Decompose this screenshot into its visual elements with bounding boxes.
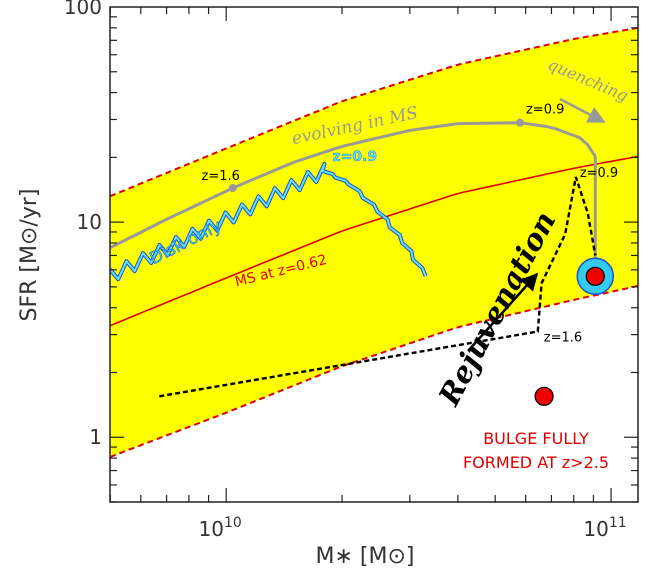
ms-band (110, 27, 638, 457)
rejuvenation-arrow (467, 272, 539, 352)
y-tick-label: 1 (89, 425, 102, 449)
galaxy-point (585, 266, 605, 286)
galaxy-point (534, 386, 554, 406)
x-tick-label: 1010 (199, 515, 242, 541)
marker-label: z=0.9 (332, 149, 377, 165)
marker-label: z=0.9 (526, 103, 564, 118)
bulge-label-line2: FORMED AT z>2.5 (463, 453, 609, 472)
y-axis-label: SFR [M⊙/yr] (17, 189, 42, 322)
x-axis-label: M∗ [M⊙] (316, 544, 415, 569)
y-tick-label: 10 (77, 210, 102, 234)
plot-frame (109, 6, 639, 503)
bulge-rejuvenation-track (159, 176, 597, 398)
track-marker (515, 118, 524, 127)
marker-label: z=0.9 (580, 166, 618, 181)
x-tick-label: 1011 (583, 515, 626, 541)
marker-label: z=1.6 (202, 169, 240, 184)
band-upper-edge (110, 26, 638, 198)
marker-label: z=1.6 (544, 331, 582, 346)
ms-z062-line (110, 155, 638, 327)
disk-only-track (110, 162, 427, 281)
band-lower-edge (110, 284, 638, 458)
track-marker (228, 184, 237, 193)
bulge-label-line1: BULGE FULLY (483, 429, 589, 448)
quenching-arrow (559, 97, 606, 124)
y-tick-label: 100 (64, 0, 102, 19)
evolving-track (110, 121, 597, 250)
